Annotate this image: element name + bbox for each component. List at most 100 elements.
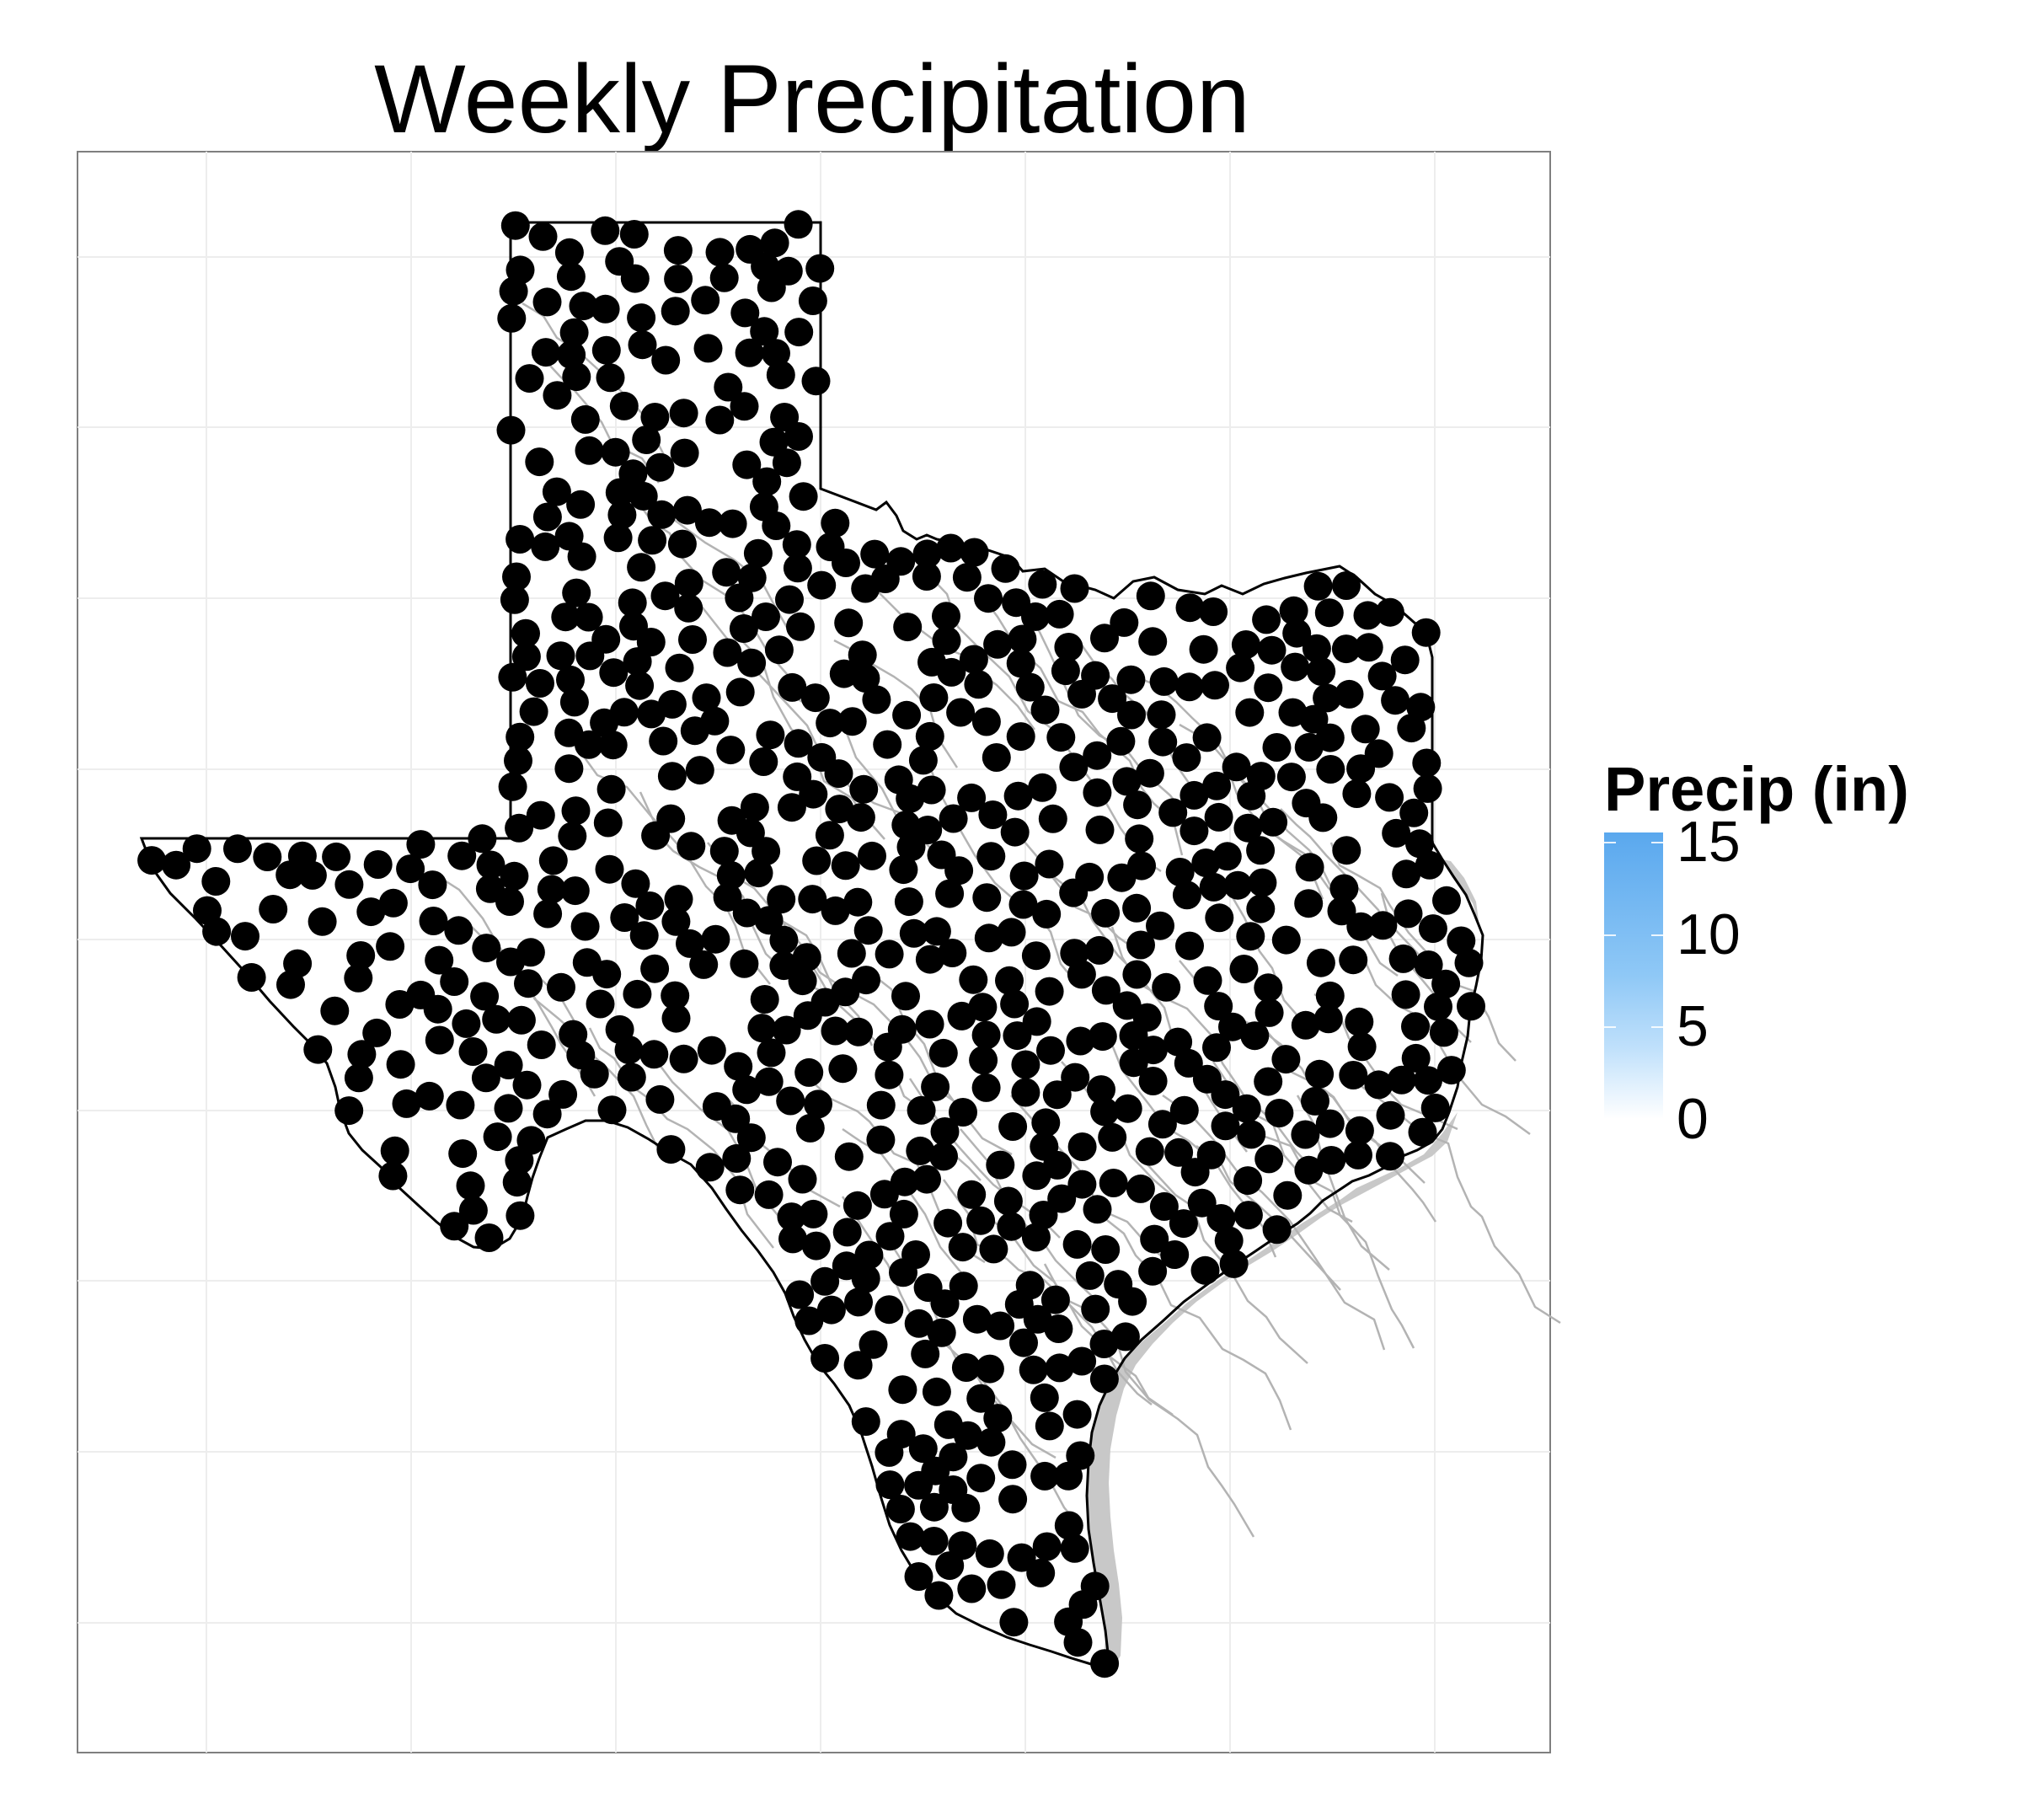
station-point xyxy=(1135,758,1164,788)
station-point xyxy=(764,635,794,665)
chart-title: Weekly Precipitation xyxy=(374,46,1250,153)
station-point xyxy=(1279,596,1308,625)
station-point xyxy=(798,286,827,315)
station-point xyxy=(1299,704,1329,734)
station-point xyxy=(1125,824,1154,854)
station-point xyxy=(732,450,762,479)
station-point xyxy=(1122,960,1152,989)
station-point xyxy=(1164,1138,1194,1167)
station-point xyxy=(1172,881,1201,910)
station-point xyxy=(971,1020,1001,1050)
station-point xyxy=(775,585,804,614)
station-point xyxy=(1231,630,1260,659)
station-point xyxy=(476,850,506,880)
station-point xyxy=(1032,899,1062,929)
station-point xyxy=(725,677,755,707)
station-point xyxy=(1431,969,1461,998)
station-point xyxy=(498,772,527,801)
station-points xyxy=(137,210,1485,1678)
station-point xyxy=(678,625,707,654)
station-point xyxy=(650,581,680,611)
station-point xyxy=(1276,763,1306,792)
station-point xyxy=(1240,1021,1270,1051)
station-point xyxy=(1390,645,1420,675)
station-point xyxy=(1047,1184,1077,1213)
station-point xyxy=(627,303,656,333)
station-point xyxy=(854,1240,884,1270)
station-point xyxy=(798,885,827,914)
station-point xyxy=(907,1095,936,1125)
station-point xyxy=(1413,774,1442,803)
station-point xyxy=(793,1001,822,1030)
station-point xyxy=(669,399,698,428)
station-point xyxy=(908,746,938,775)
station-point xyxy=(959,645,988,674)
station-point xyxy=(966,1384,996,1413)
station-point xyxy=(974,584,1003,613)
station-point xyxy=(1313,1004,1343,1034)
station-point xyxy=(862,685,891,715)
station-point xyxy=(1146,911,1174,940)
station-point xyxy=(1138,1256,1168,1286)
station-point xyxy=(1392,859,1421,889)
station-point xyxy=(948,1233,977,1262)
station-point xyxy=(1211,1111,1240,1141)
river-line xyxy=(538,353,661,484)
station-point xyxy=(1229,955,1259,983)
station-point xyxy=(1447,926,1476,956)
station-point xyxy=(1307,656,1336,686)
station-point xyxy=(1062,1229,1092,1259)
station-point xyxy=(952,563,982,592)
station-point xyxy=(1235,698,1265,727)
station-point xyxy=(657,689,687,719)
station-point xyxy=(593,808,623,838)
station-point xyxy=(995,966,1024,995)
station-point xyxy=(1405,829,1434,859)
station-point xyxy=(656,804,686,833)
station-point xyxy=(1148,727,1178,757)
station-point xyxy=(976,1427,1006,1457)
station-point xyxy=(921,1456,950,1485)
station-point xyxy=(875,1060,904,1089)
station-point xyxy=(1147,700,1176,730)
station-point xyxy=(1303,571,1333,601)
station-point xyxy=(750,317,779,346)
station-point xyxy=(609,391,639,420)
station-point xyxy=(1401,1043,1431,1073)
station-point xyxy=(960,538,989,567)
station-point xyxy=(1339,945,1368,975)
station-point xyxy=(959,965,988,994)
station-point xyxy=(730,392,759,421)
station-point xyxy=(922,917,951,946)
station-point xyxy=(1387,1065,1416,1095)
station-point xyxy=(860,539,890,569)
station-point xyxy=(640,403,670,431)
station-point xyxy=(1313,683,1342,713)
station-point xyxy=(762,339,790,368)
station-point xyxy=(917,775,946,805)
station-point xyxy=(601,437,630,467)
station-point xyxy=(580,1059,609,1089)
station-point xyxy=(1454,948,1484,977)
station-point xyxy=(754,906,784,935)
station-point xyxy=(966,1206,996,1235)
station-point xyxy=(852,966,880,995)
station-point xyxy=(1294,889,1324,918)
station-point xyxy=(1036,1036,1065,1065)
station-point xyxy=(951,1353,981,1382)
station-point xyxy=(776,1086,805,1116)
station-point xyxy=(697,1036,726,1065)
station-point xyxy=(1116,665,1146,694)
station-point xyxy=(320,996,350,1025)
station-point xyxy=(1149,1191,1179,1221)
station-point xyxy=(784,729,813,758)
station-point xyxy=(851,664,880,693)
legend-colorbar xyxy=(1604,832,1663,1121)
station-point xyxy=(628,330,657,360)
station-point xyxy=(1236,922,1265,951)
station-point xyxy=(1038,804,1067,833)
station-point xyxy=(496,415,526,445)
station-point xyxy=(971,707,1001,736)
station-point xyxy=(705,238,735,267)
station-point xyxy=(844,1017,874,1046)
